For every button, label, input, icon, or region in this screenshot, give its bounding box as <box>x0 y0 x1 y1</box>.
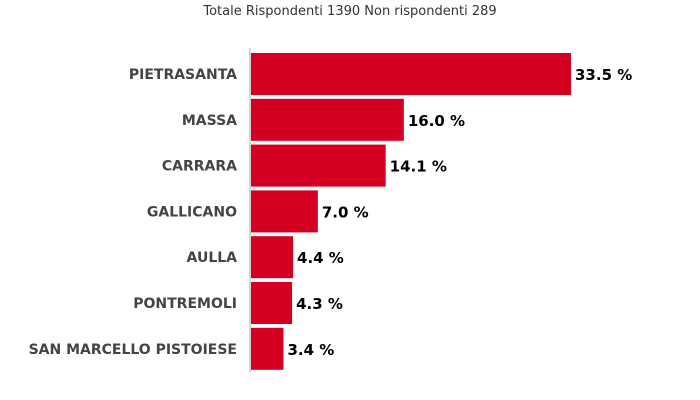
bar <box>251 190 318 233</box>
value-label: 16.0 % <box>408 112 465 130</box>
chart-title: Totale Rispondenti 1390 Non rispondenti … <box>203 4 497 19</box>
category-label: PONTREMOLI <box>133 296 237 312</box>
value-label: 4.4 % <box>297 249 344 267</box>
value-label: 14.1 % <box>390 158 447 176</box>
value-label: 3.4 % <box>287 341 334 359</box>
bar <box>251 53 571 95</box>
value-label: 7.0 % <box>322 203 369 221</box>
category-label: AULLA <box>187 250 238 266</box>
value-label: 4.3 % <box>296 295 343 313</box>
bar <box>251 327 284 370</box>
bar <box>251 98 404 141</box>
category-label: MASSA <box>182 113 237 129</box>
category-label: CARRARA <box>162 159 237 175</box>
bar <box>251 282 293 324</box>
bar <box>251 144 386 187</box>
bar <box>251 236 294 279</box>
category-label: PIETRASANTA <box>129 67 237 83</box>
category-label: SAN MARCELLO PISTOIESE <box>29 342 237 358</box>
value-label: 33.5 % <box>575 66 632 84</box>
category-label: GALLICANO <box>147 204 237 220</box>
